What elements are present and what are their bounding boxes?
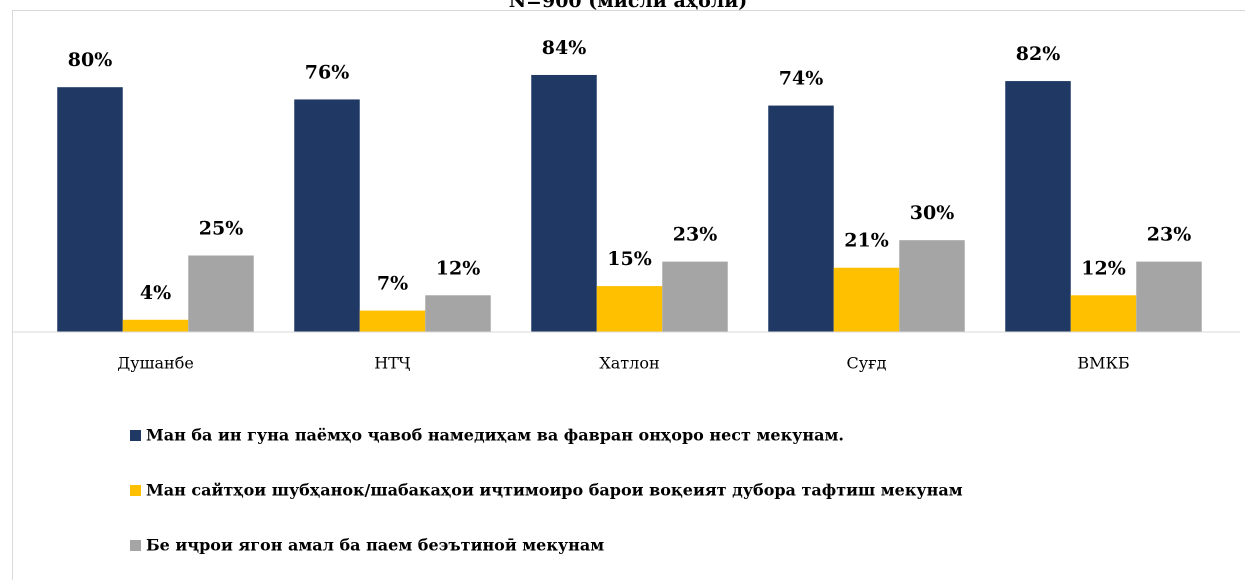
chart-title: N=900 (мисли аҳолӣ) <box>509 0 748 12</box>
x-tick-label: Душанбе <box>117 354 194 373</box>
bar <box>768 105 834 332</box>
value-label: 23% <box>673 224 718 246</box>
value-label: 76% <box>305 61 350 83</box>
legend-swatch <box>130 485 141 496</box>
x-tick-label: Суғд <box>847 354 887 373</box>
bar <box>425 295 491 332</box>
value-label: 80% <box>68 49 113 71</box>
value-label: 84% <box>542 37 587 59</box>
value-label: 7% <box>377 273 408 295</box>
bar <box>596 286 663 332</box>
chart-frame <box>12 10 1245 580</box>
bar <box>57 87 123 332</box>
legend-swatch <box>130 430 141 441</box>
value-label: 21% <box>844 230 889 252</box>
bar <box>1005 81 1071 332</box>
value-label: 23% <box>1147 224 1192 246</box>
bar <box>531 74 597 333</box>
x-tick-label: ВМКБ <box>1077 354 1129 373</box>
bar <box>1136 261 1202 332</box>
bar <box>122 319 189 332</box>
bar <box>1070 295 1137 332</box>
value-label: 82% <box>1016 43 1061 65</box>
bar <box>833 267 900 332</box>
legend-label: Ман сайтҳои шубҳанок/шабакаҳои иҷтимоиро… <box>146 481 963 500</box>
bar <box>188 255 254 332</box>
value-label: 74% <box>779 68 824 90</box>
x-tick-label: Хатлон <box>599 354 659 373</box>
legend-swatch <box>130 540 141 551</box>
value-label: 4% <box>140 282 171 304</box>
bar <box>359 310 426 332</box>
x-tick-label: НТҶ <box>374 354 411 373</box>
value-label: 30% <box>910 202 955 224</box>
bar <box>662 261 728 332</box>
value-label: 12% <box>1081 257 1126 279</box>
value-label: 25% <box>199 218 244 240</box>
bar <box>294 99 360 332</box>
legend-label: Бе иҷрои ягон амал ба паем беэътиноӣ мек… <box>146 536 604 555</box>
bar <box>899 240 965 332</box>
value-label: 15% <box>607 248 652 270</box>
value-label: 12% <box>436 257 481 279</box>
legend-label: Ман ба ин гуна паёмҳо ҷавоб намедиҳам ва… <box>146 426 844 445</box>
